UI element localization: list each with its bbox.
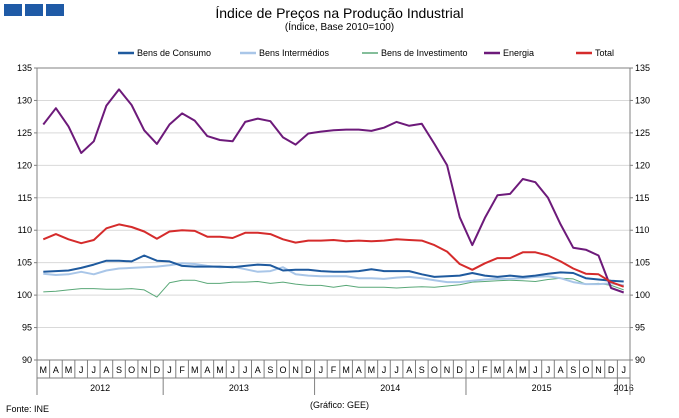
series-line xyxy=(42,88,625,294)
y-tick-label-left: 135 xyxy=(17,63,32,73)
y-tick-label-left: 130 xyxy=(17,95,32,105)
x-tick-label: J xyxy=(243,365,248,375)
y-tick-label-right: 90 xyxy=(635,355,645,365)
x-tick-label: D xyxy=(608,365,615,375)
year-label: 2015 xyxy=(532,383,552,393)
chart-title: Índice de Preços na Produção Industrial xyxy=(215,5,464,21)
x-tick-label: J xyxy=(92,365,97,375)
legend-label: Bens de Investimento xyxy=(381,48,468,58)
y-tick-label-right: 105 xyxy=(635,258,650,268)
x-tick-label: O xyxy=(280,365,287,375)
y-tick-label-left: 120 xyxy=(17,160,32,170)
year-label: 2014 xyxy=(380,383,400,393)
x-tick-label: O xyxy=(431,365,438,375)
y-tick-label-left: 105 xyxy=(17,258,32,268)
x-tick-label: D xyxy=(305,365,312,375)
x-tick-label: M xyxy=(494,365,502,375)
credit-note: (Gráfico: GEE) xyxy=(309,400,369,410)
x-tick-label: A xyxy=(204,365,210,375)
legend-label: Bens Intermédios xyxy=(259,48,330,58)
series-line xyxy=(43,277,624,298)
y-tick-label-left: 110 xyxy=(18,225,32,235)
x-tick-label: S xyxy=(116,365,122,375)
series-line xyxy=(42,223,625,288)
source-note: Fonte: INE xyxy=(6,404,50,414)
x-tick-label: J xyxy=(230,365,235,375)
y-tick-label-left: 115 xyxy=(18,193,32,203)
x-tick-label: A xyxy=(255,365,261,375)
x-tick-label: J xyxy=(621,365,626,375)
x-tick-label: J xyxy=(546,365,551,375)
x-tick-label: A xyxy=(558,365,564,375)
x-tick-label: N xyxy=(141,365,148,375)
y-tick-label-right: 125 xyxy=(635,128,650,138)
logo-squares xyxy=(4,4,64,16)
logo-square xyxy=(4,4,22,16)
y-tick-label-left: 100 xyxy=(17,290,32,300)
x-tick-label: M xyxy=(40,365,48,375)
x-tick-label: O xyxy=(128,365,135,375)
series-line xyxy=(43,262,624,287)
x-tick-label: M xyxy=(216,365,224,375)
x-tick-label: S xyxy=(267,365,273,375)
legend-label: Energia xyxy=(503,48,534,58)
x-tick-label: J xyxy=(79,365,84,375)
x-tick-label: M xyxy=(342,365,350,375)
x-tick-label: J xyxy=(470,365,475,375)
year-label: 2013 xyxy=(229,383,249,393)
x-tick-label: A xyxy=(406,365,412,375)
y-tick-label-right: 120 xyxy=(635,160,650,170)
series-line xyxy=(43,254,624,283)
x-tick-label: J xyxy=(167,365,172,375)
year-label: 2012 xyxy=(90,383,110,393)
y-tick-label-left: 125 xyxy=(17,128,32,138)
x-tick-label: S xyxy=(570,365,576,375)
x-tick-label: D xyxy=(154,365,161,375)
x-tick-label: A xyxy=(356,365,362,375)
x-tick-label: J xyxy=(382,365,387,375)
x-tick-label: F xyxy=(331,365,337,375)
x-tick-label: M xyxy=(368,365,376,375)
x-tick-label: N xyxy=(444,365,451,375)
x-tick-label: A xyxy=(103,365,109,375)
y-tick-label-right: 100 xyxy=(635,290,650,300)
y-tick-label-right: 110 xyxy=(635,225,649,235)
x-tick-label: F xyxy=(179,365,185,375)
y-tick-label-left: 95 xyxy=(22,323,32,333)
x-tick-label: A xyxy=(53,365,59,375)
x-tick-label: N xyxy=(595,365,602,375)
y-tick-label-right: 115 xyxy=(635,193,649,203)
x-tick-label: J xyxy=(394,365,399,375)
y-tick-label-right: 135 xyxy=(635,63,650,73)
logo-square xyxy=(25,4,43,16)
x-tick-label: M xyxy=(519,365,527,375)
chart-subtitle: (Índice, Base 2010=100) xyxy=(284,22,395,33)
x-tick-label: O xyxy=(582,365,589,375)
x-tick-label: M xyxy=(191,365,199,375)
y-tick-label-right: 130 xyxy=(635,95,650,105)
x-tick-label: J xyxy=(533,365,538,375)
x-tick-label: A xyxy=(507,365,513,375)
x-tick-label: J xyxy=(319,365,324,375)
x-tick-label: M xyxy=(65,365,73,375)
x-tick-label: N xyxy=(292,365,299,375)
x-tick-label: S xyxy=(419,365,425,375)
plot-border xyxy=(36,67,631,361)
x-tick-label: F xyxy=(482,365,488,375)
y-tick-label-left: 90 xyxy=(22,355,32,365)
legend-label: Total xyxy=(595,48,614,58)
x-tick-label: D xyxy=(456,365,463,375)
year-label: 2016 xyxy=(614,383,634,393)
legend-label: Bens de Consumo xyxy=(137,48,211,58)
y-tick-label-right: 95 xyxy=(635,323,645,333)
logo-square xyxy=(46,4,64,16)
